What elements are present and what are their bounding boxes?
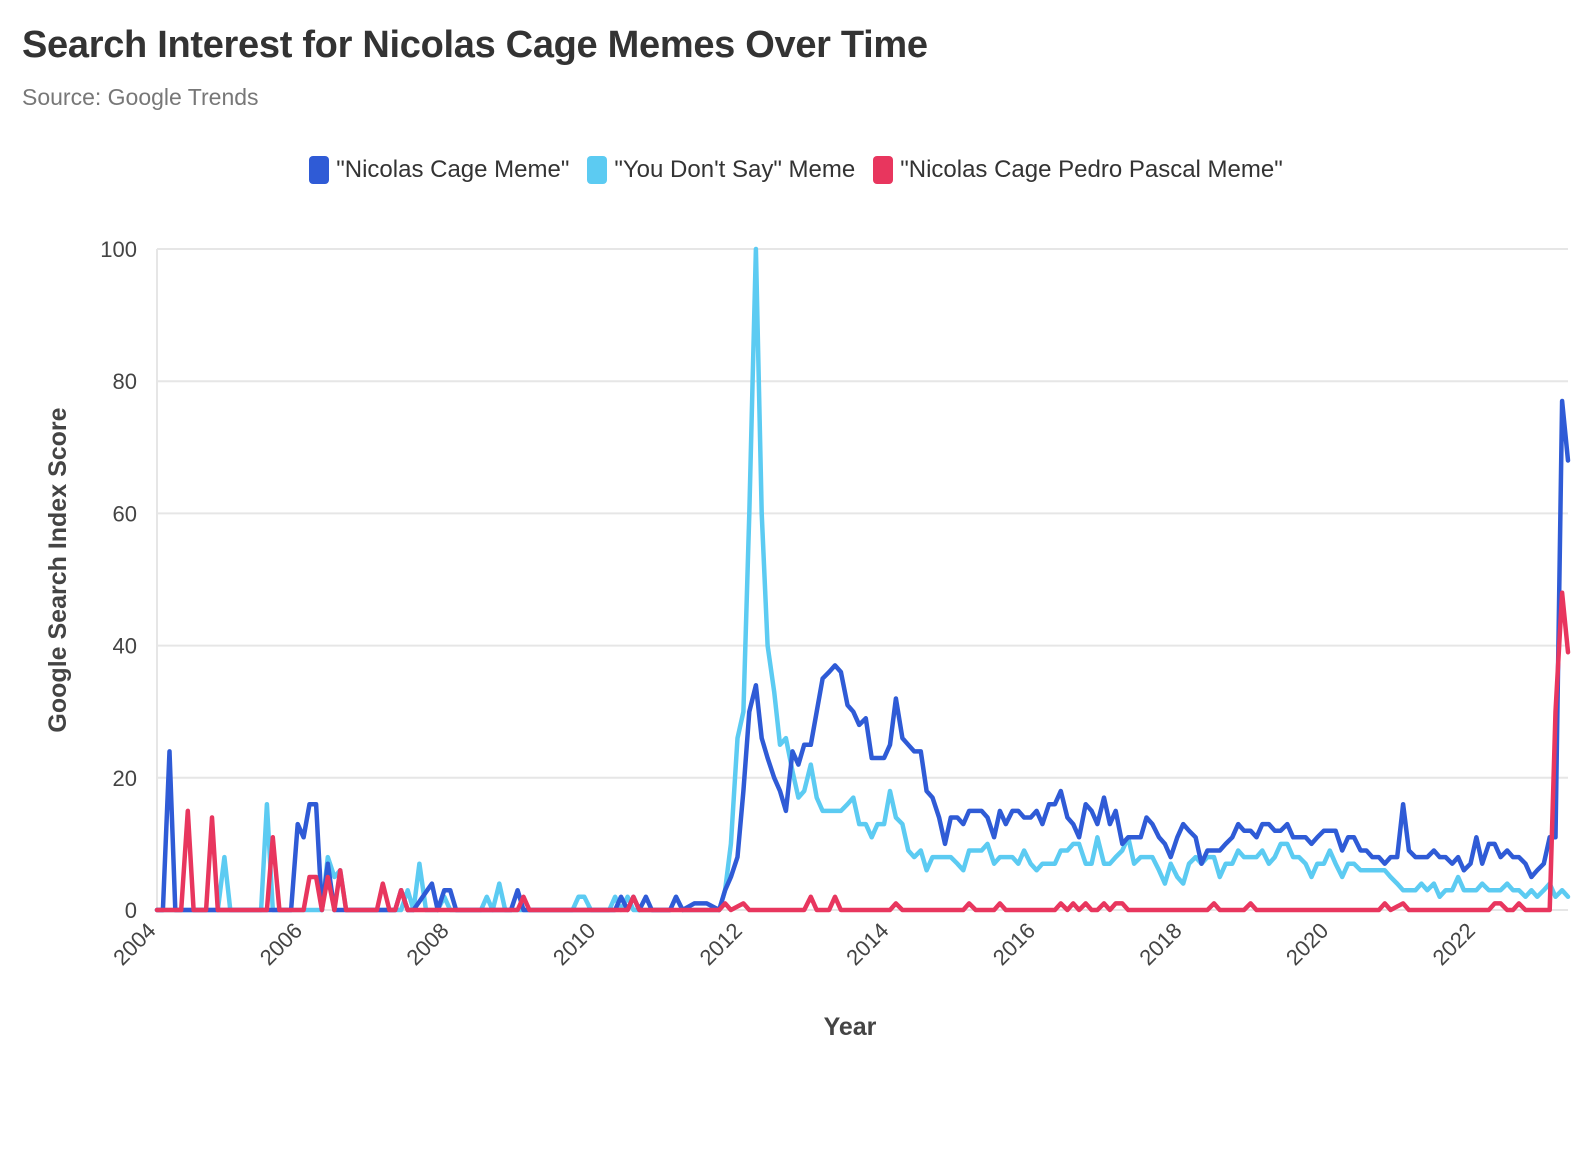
x-tick-label-2004: 2004 [108, 918, 160, 970]
series-line-2 [154, 590, 1571, 913]
x-tick-label-2010: 2010 [548, 918, 600, 970]
y-tick-label-20: 20 [113, 766, 137, 791]
series-line-1 [154, 246, 1571, 913]
legend-label-pedro-pascal-meme: "Nicolas Cage Pedro Pascal Meme" [900, 156, 1283, 183]
x-tick-label-2018: 2018 [1134, 918, 1186, 970]
x-tick-label-2022: 2022 [1428, 918, 1480, 970]
y-tick-label-0: 0 [125, 898, 137, 923]
y-axis-title: Google Search Index Score [44, 407, 72, 732]
x-tick-label-2006: 2006 [255, 918, 307, 970]
y-axis-ticks: 0 20 40 60 80 100 [100, 237, 137, 923]
chart-title: Search Interest for Nicolas Cage Memes O… [22, 24, 928, 66]
legend-item-you-dont-say-meme[interactable]: "You Don't Say" Meme [587, 156, 855, 184]
legend-swatch-pedro-pascal-meme [873, 156, 894, 184]
chart-subtitle: Source: Google Trends [22, 84, 259, 110]
x-tick-label-2020: 2020 [1281, 918, 1333, 970]
series-line-0 [154, 398, 1571, 913]
x-axis-ticks: 2004 2006 2008 2010 2012 2014 2016 2018 2020 2022 [108, 918, 1480, 970]
y-tick-label-80: 80 [113, 369, 137, 394]
x-tick-label-2014: 2014 [841, 918, 893, 970]
legend-item-pedro-pascal-meme[interactable]: "Nicolas Cage Pedro Pascal Meme" [873, 156, 1283, 184]
y-tick-label-100: 100 [100, 237, 137, 262]
y-tick-label-60: 60 [113, 501, 137, 526]
y-tick-label-40: 40 [113, 634, 137, 659]
x-tick-label-2008: 2008 [401, 918, 453, 970]
legend-swatch-nicolas-cage-meme [309, 156, 330, 184]
x-tick-label-2012: 2012 [695, 918, 747, 970]
legend-item-nicolas-cage-meme[interactable]: "Nicolas Cage Meme" [309, 156, 569, 184]
legend-swatch-you-dont-say-meme [587, 156, 608, 184]
gridlines [156, 248, 1568, 911]
legend-label-nicolas-cage-meme: "Nicolas Cage Meme" [336, 156, 570, 183]
legend-label-you-dont-say-meme: "You Don't Say" Meme [614, 156, 856, 183]
legend: "Nicolas Cage Meme" "You Don't Say" Meme… [0, 150, 1592, 190]
series-lines [154, 246, 1571, 913]
x-tick-label-2016: 2016 [988, 918, 1040, 970]
x-axis-title: Year [824, 1013, 877, 1041]
